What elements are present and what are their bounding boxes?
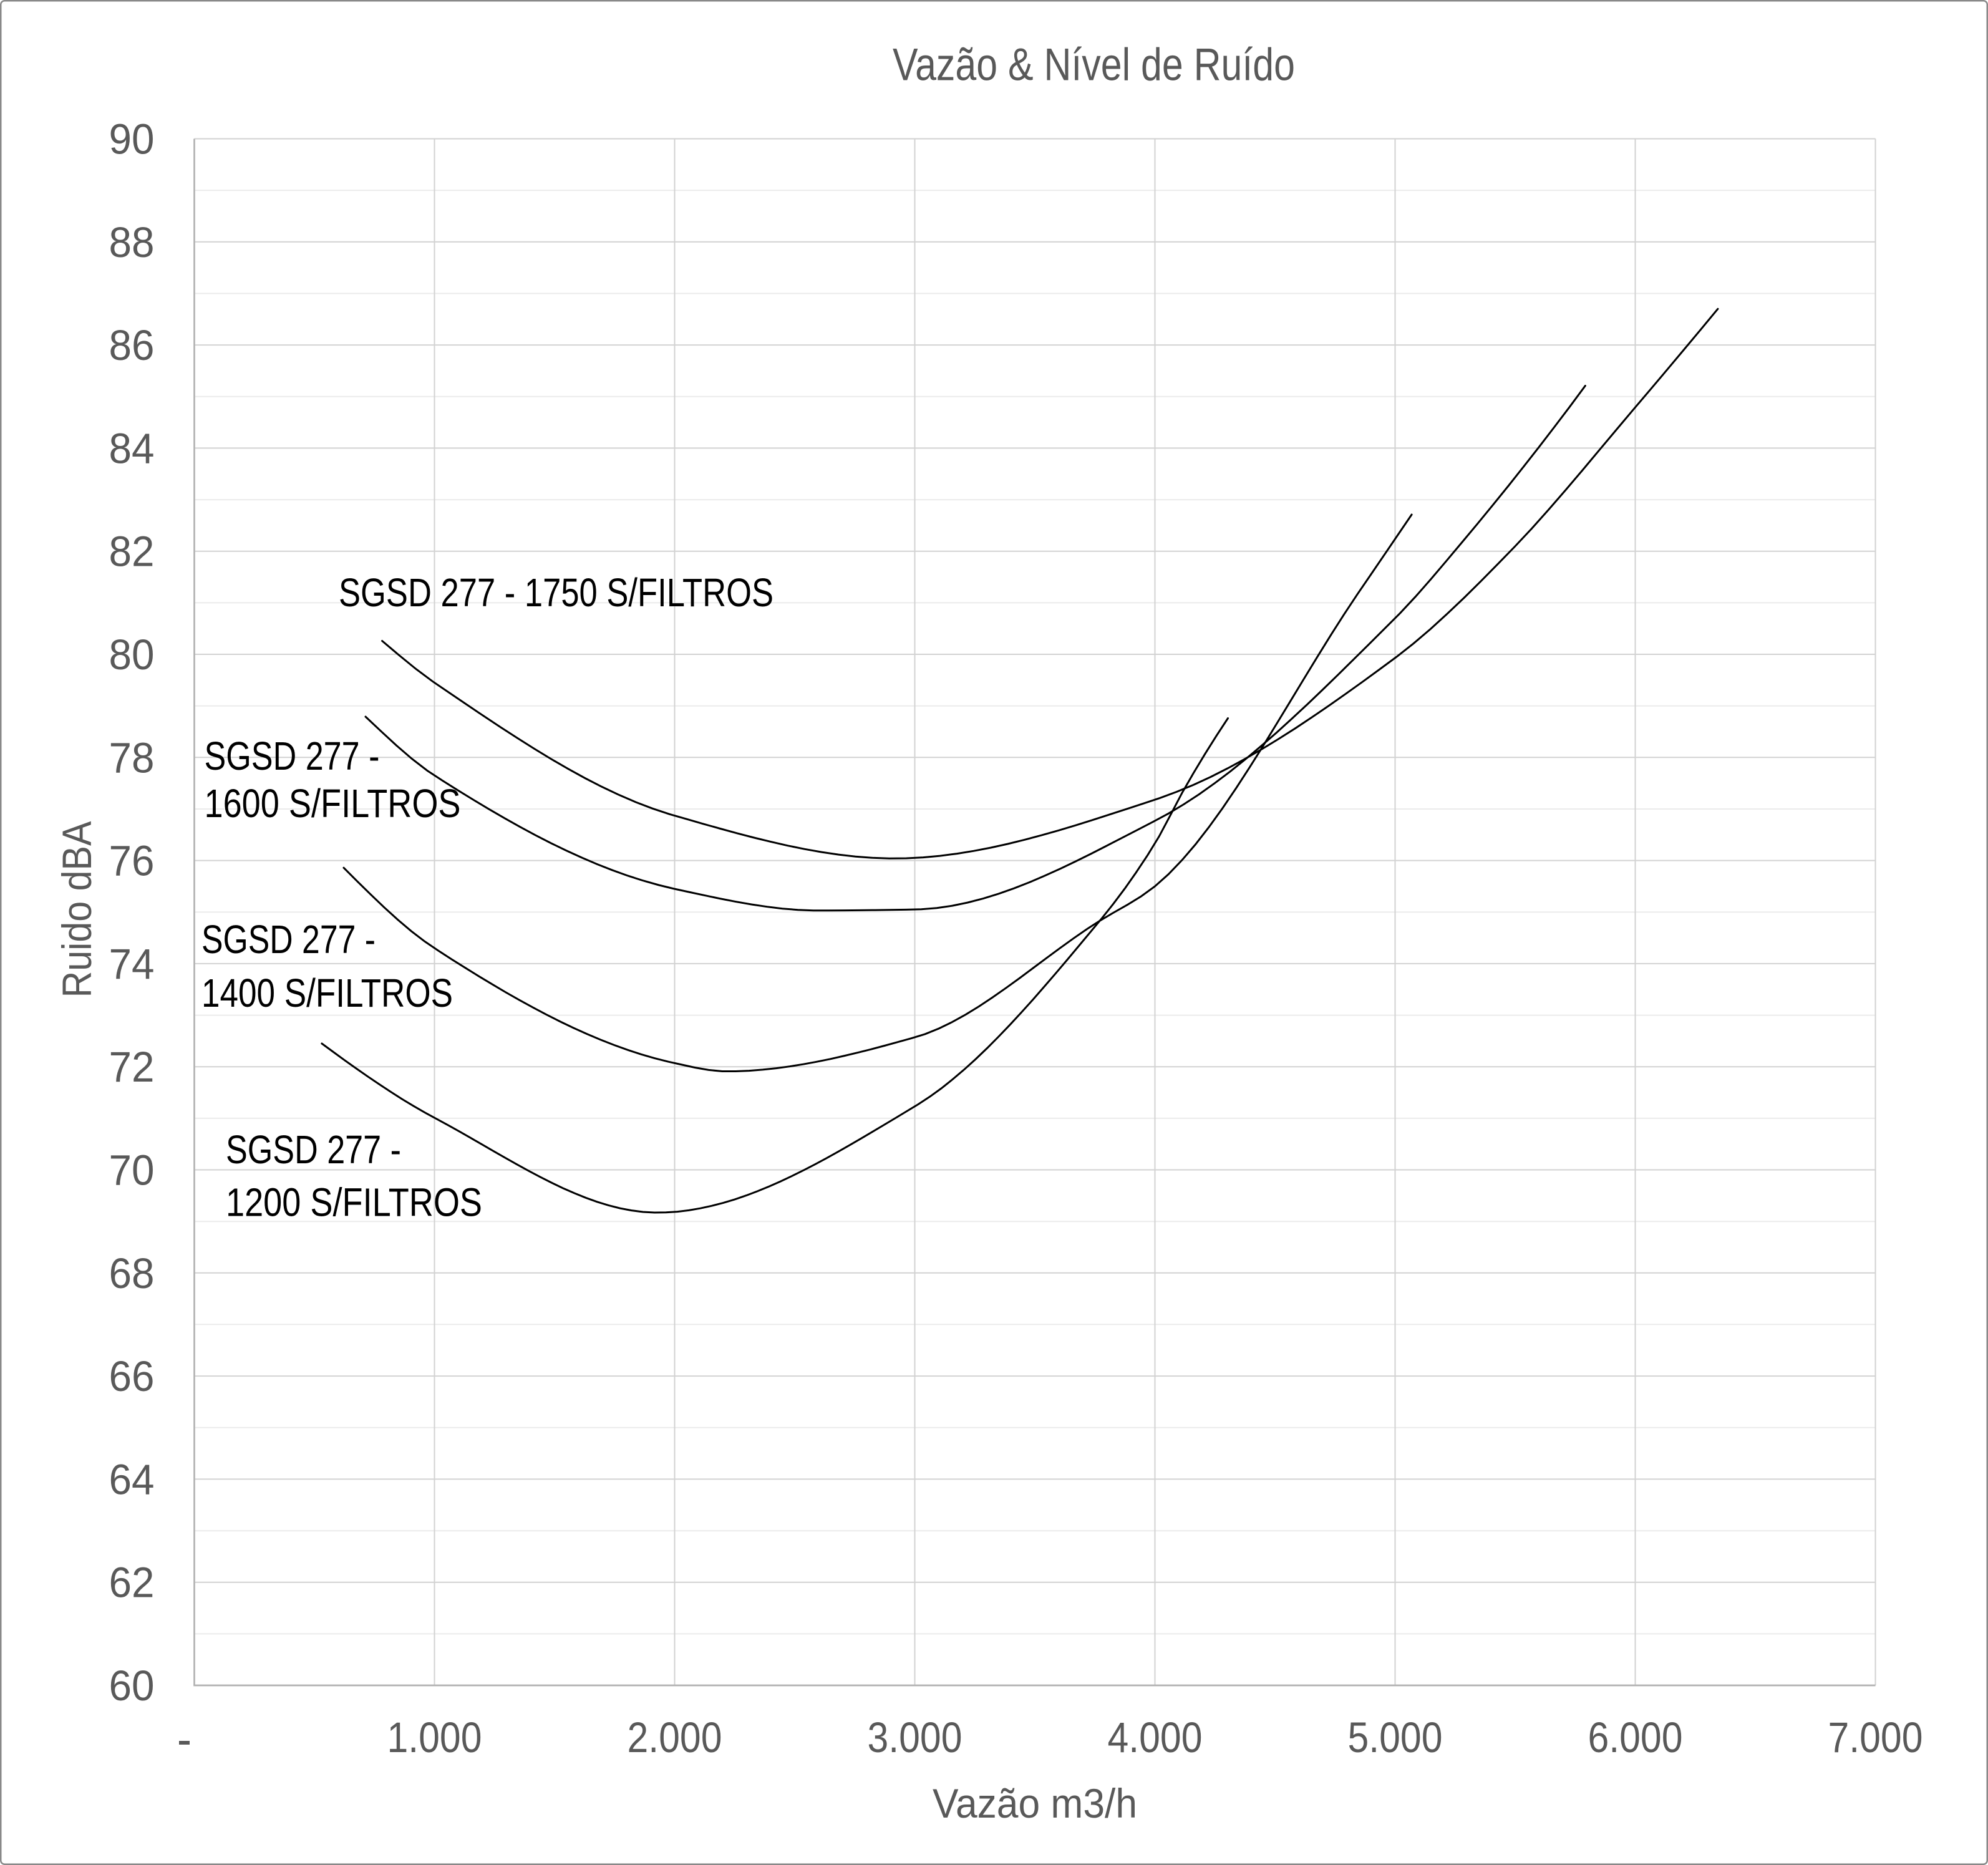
svg-text:4.000: 4.000 xyxy=(1108,1713,1203,1761)
svg-text:88: 88 xyxy=(109,218,155,266)
svg-text:1400 S/FILTROS: 1400 S/FILTROS xyxy=(201,971,453,1015)
svg-text:62: 62 xyxy=(109,1559,155,1607)
svg-text:60: 60 xyxy=(109,1662,155,1710)
svg-text:SGSD 277 - 1750 S/FILTROS: SGSD 277 - 1750 S/FILTROS xyxy=(339,570,773,615)
svg-text:86: 86 xyxy=(109,321,155,369)
svg-text:3.000: 3.000 xyxy=(868,1713,962,1761)
svg-text:1.000: 1.000 xyxy=(387,1713,482,1761)
svg-text:82: 82 xyxy=(109,528,155,576)
svg-text:6.000: 6.000 xyxy=(1588,1713,1683,1761)
svg-text:SGSD 277 -: SGSD 277 - xyxy=(205,734,380,778)
svg-text:66: 66 xyxy=(109,1352,155,1400)
svg-text:74: 74 xyxy=(109,940,155,988)
svg-text:70: 70 xyxy=(109,1146,155,1194)
svg-text:Vazão m3/h: Vazão m3/h xyxy=(933,1780,1137,1826)
svg-text:68: 68 xyxy=(109,1249,155,1297)
svg-text:Ruido dBA: Ruido dBA xyxy=(54,821,100,998)
svg-text:90: 90 xyxy=(109,115,155,163)
svg-text:1600 S/FILTROS: 1600 S/FILTROS xyxy=(205,781,461,826)
svg-text:76: 76 xyxy=(109,837,155,885)
svg-text:1200 S/FILTROS: 1200 S/FILTROS xyxy=(226,1180,482,1225)
svg-text:2.000: 2.000 xyxy=(628,1713,722,1761)
svg-text:SGSD 277 -: SGSD 277 - xyxy=(226,1127,401,1172)
svg-text:72: 72 xyxy=(109,1043,155,1091)
svg-text:Vazão & Nível de Ruído: Vazão & Nível de Ruído xyxy=(893,40,1295,90)
svg-text:84: 84 xyxy=(109,424,155,472)
svg-text:78: 78 xyxy=(109,734,155,782)
svg-text:7.000: 7.000 xyxy=(1828,1713,1923,1761)
svg-text:80: 80 xyxy=(109,631,155,679)
svg-text:5.000: 5.000 xyxy=(1348,1713,1443,1761)
svg-text:64: 64 xyxy=(109,1455,155,1503)
svg-text:SGSD 277 -: SGSD 277 - xyxy=(201,917,376,962)
